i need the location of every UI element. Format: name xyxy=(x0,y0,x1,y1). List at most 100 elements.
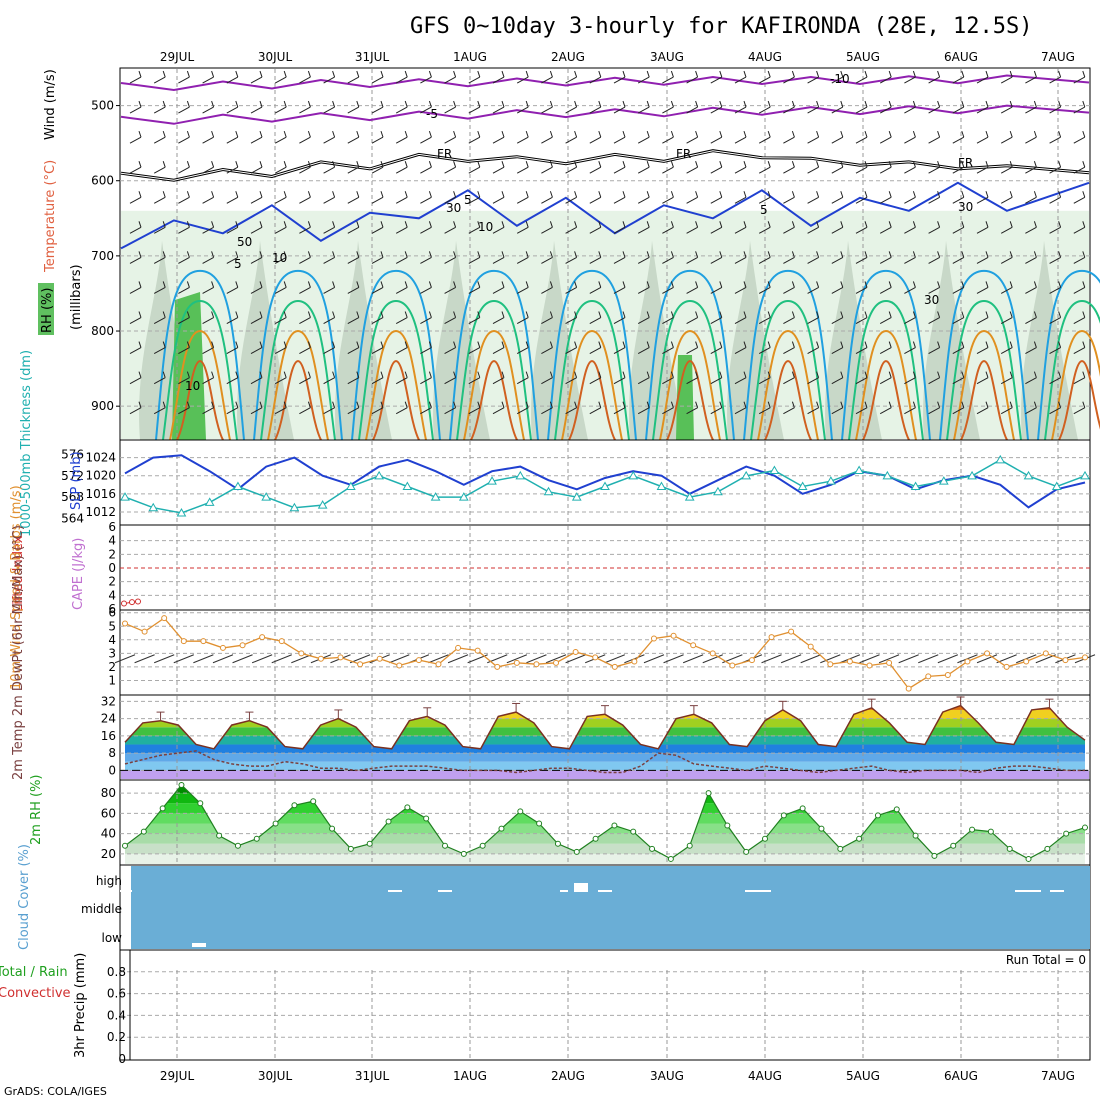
wind-barb xyxy=(904,347,916,355)
wind-barb xyxy=(1025,76,1037,84)
wind-barb xyxy=(541,226,553,234)
wind-barb xyxy=(662,76,674,84)
rh-point xyxy=(705,790,712,797)
isotherm-loop xyxy=(456,299,532,441)
wind-barb xyxy=(831,407,844,415)
wind-barb xyxy=(565,226,577,234)
wind-barb xyxy=(129,136,142,144)
thickness-point xyxy=(317,500,328,509)
wind-barb xyxy=(395,317,408,324)
rh-point xyxy=(611,822,618,829)
wind-barb xyxy=(1033,341,1037,348)
wind-label: Wind (m/s) xyxy=(43,69,58,140)
wind-barb xyxy=(928,407,940,415)
wind-barb xyxy=(937,221,941,228)
isotherm-loop xyxy=(848,299,924,441)
wind-barb xyxy=(283,371,287,378)
wind-speed-point xyxy=(513,659,520,666)
isotherm-loop xyxy=(169,330,231,441)
wind-barb xyxy=(864,161,868,168)
rh-point xyxy=(479,842,486,849)
wind-barb xyxy=(153,347,166,355)
wind-barb xyxy=(1009,311,1013,318)
wind-barb xyxy=(477,100,481,108)
wind-barb xyxy=(695,100,699,108)
wind-barb xyxy=(1082,70,1086,78)
wind-barb xyxy=(767,311,771,318)
wind-barb xyxy=(250,407,263,415)
wind-barb xyxy=(501,100,505,108)
wind-barb xyxy=(831,76,844,84)
top-date-label: 3AUG xyxy=(650,50,684,64)
thickness-point xyxy=(854,465,864,475)
wind-barb xyxy=(395,196,408,204)
wind-barb xyxy=(686,76,698,84)
wind-barb xyxy=(888,251,892,258)
wind-barb xyxy=(549,161,553,168)
isotherm-loop xyxy=(960,360,1008,441)
wind-barb xyxy=(622,401,626,408)
wind-barb xyxy=(453,100,457,108)
cloud-gap xyxy=(745,890,771,892)
wind-barb-10m xyxy=(173,654,194,664)
y-tick-label: 900 xyxy=(91,399,114,413)
wind-barb xyxy=(323,407,335,415)
wind-speed-point xyxy=(278,638,285,645)
wind-barb xyxy=(783,136,795,144)
wind-barb xyxy=(574,70,578,78)
thickness-point xyxy=(289,502,300,512)
temp-band xyxy=(125,761,1085,771)
wind-barb xyxy=(525,401,529,408)
wind-barb xyxy=(976,76,989,84)
rh-shading-plume xyxy=(531,240,588,440)
wind-speed-point xyxy=(474,647,481,654)
lifted-index-ylabel: Lifted Index xyxy=(11,535,26,612)
cloud-ylabel: Cloud Cover (%) xyxy=(17,844,32,950)
wind-barb xyxy=(791,70,795,78)
isotherm-loop xyxy=(470,360,518,441)
wind-barb xyxy=(202,196,214,204)
wind-barb xyxy=(274,196,287,204)
isotherm-loop xyxy=(841,269,931,441)
wind-barb xyxy=(332,70,336,78)
thickness-point xyxy=(967,470,977,480)
wind-barb xyxy=(622,161,626,168)
wind-barb xyxy=(274,106,287,114)
wind-barb xyxy=(1058,191,1062,198)
wind-barb xyxy=(1082,281,1086,288)
wind-barb xyxy=(937,401,941,408)
wind-barb xyxy=(420,347,432,355)
rh-point xyxy=(442,842,448,849)
wind-barb xyxy=(976,136,989,144)
wind-barb xyxy=(202,106,214,114)
wind-barb xyxy=(178,287,190,294)
wind-barb xyxy=(541,287,553,294)
wind-barb xyxy=(1025,287,1037,294)
wind-barb-10m xyxy=(761,654,782,664)
wind-barb-10m xyxy=(996,654,1017,664)
wind-barb xyxy=(662,317,674,324)
precip-total-rain-label: Total / Rain xyxy=(0,965,68,980)
thickness-tick-label: 572 xyxy=(61,469,84,483)
wind-barb xyxy=(323,287,335,294)
wind-barb xyxy=(202,136,214,144)
wind-barb xyxy=(734,76,747,84)
wind-barb xyxy=(855,347,868,355)
wind-barb xyxy=(347,256,360,264)
contour-label: -5 xyxy=(426,107,438,121)
wind-barb xyxy=(226,136,239,144)
wind-barb xyxy=(961,221,965,228)
wind-barb xyxy=(831,166,844,174)
wind-barb xyxy=(912,130,916,138)
wind-barb xyxy=(985,221,989,228)
wind-barb xyxy=(598,371,602,378)
wind-barb xyxy=(420,407,432,415)
wind-barb xyxy=(855,166,868,174)
wind-barb xyxy=(1000,136,1013,144)
wind-barb xyxy=(613,106,626,114)
wind-barb xyxy=(985,341,989,348)
wind-barb xyxy=(371,166,384,174)
slp-tick-label: 1012 xyxy=(85,505,116,519)
wind-barb xyxy=(976,287,989,294)
wind-barb xyxy=(670,100,674,108)
